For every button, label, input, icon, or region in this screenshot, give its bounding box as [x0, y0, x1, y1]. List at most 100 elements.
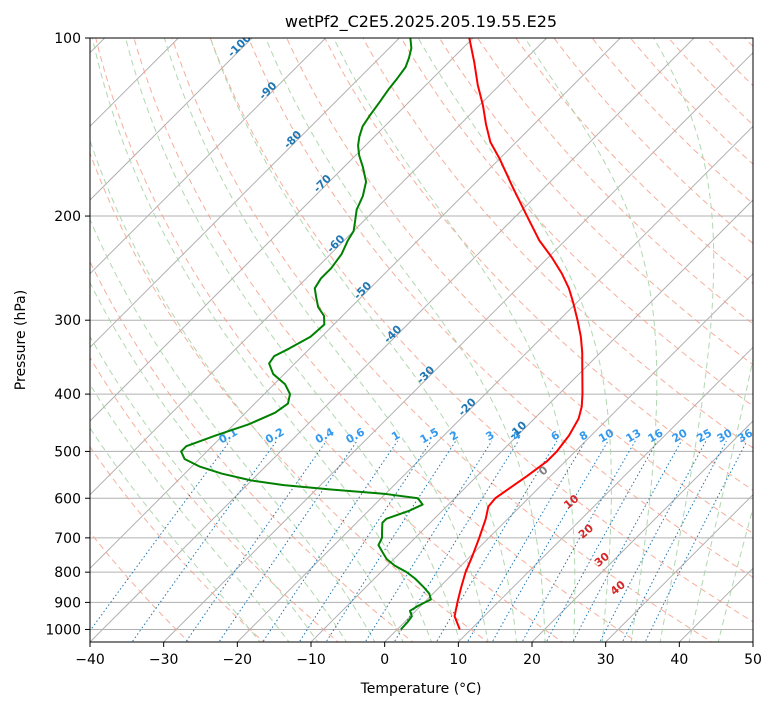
mixing-ratio-label: 8 — [577, 428, 590, 443]
x-tick-label: 40 — [670, 652, 688, 668]
dry-adiabat-line — [744, 38, 753, 48]
mixing-ratio-line — [131, 440, 278, 642]
mixing-ratio-label: 16 — [646, 426, 666, 445]
dry-adiabat-line — [362, 38, 753, 449]
isotherm-line — [90, 38, 548, 496]
dewpoint-profile-line — [180, 38, 432, 631]
y-tick-label: 200 — [54, 209, 81, 225]
mixing-ratio-label: 1.5 — [418, 425, 441, 446]
mixing-ratio-line — [364, 440, 493, 642]
y-axis-label: Pressure (hPa) — [13, 290, 29, 390]
isotherm-line — [457, 346, 753, 642]
mixing-ratio-line — [262, 440, 398, 642]
moist-adiabat-line — [688, 357, 753, 642]
dry-adiabat-label: -50 — [351, 279, 374, 302]
x-axis-ticks: −40 −30 −20 −10 0 10 20 30 40 50 — [75, 642, 762, 668]
dry-adiabat-label: -40 — [381, 322, 404, 345]
isotherm-line — [236, 125, 753, 642]
mixing-ratio-line — [572, 440, 682, 642]
isotherm-line — [90, 38, 401, 349]
isotherm-line — [90, 38, 327, 275]
dry-adiabat-line — [90, 260, 414, 642]
mixing-ratio-line — [185, 440, 327, 642]
mixing-ratio-label: 2 — [448, 428, 461, 443]
moist-adiabat-line — [163, 38, 489, 642]
mixing-ratio-label: 10 — [596, 426, 616, 445]
dry-adiabat-line — [247, 38, 753, 578]
mixing-ratio-label: 13 — [624, 426, 644, 445]
moist-adiabat-line — [524, 38, 658, 642]
moist-adiabat-line — [90, 138, 404, 642]
dry-adiabat-line — [706, 38, 753, 87]
mixing-ratio-line — [466, 440, 586, 642]
moist-adiabat-line — [90, 383, 290, 642]
profile-lines — [180, 38, 584, 631]
moist-adiabat-line — [717, 506, 753, 642]
x-tick-label: −30 — [149, 652, 179, 668]
mixing-ratio-label: 3 — [484, 428, 497, 443]
mixing-ratio-label: 20 — [670, 426, 690, 445]
isotherm-line — [678, 567, 753, 642]
background-labels: 0.1 0.2 0.4 0.6 1 1.5 2 3 4 6 8 10 13 16 20 25 30 36-100-… — [216, 31, 755, 598]
dry-adiabat-line — [90, 151, 489, 642]
dry-adiabat-line — [209, 38, 753, 623]
dry-adiabat-line — [438, 38, 753, 366]
moist-adiabat-label: 10 — [561, 492, 581, 512]
x-tick-label: −10 — [296, 652, 326, 668]
moist-adiabat-label: 0 — [536, 463, 550, 478]
isotherm-line — [90, 38, 622, 570]
moist-adiabat-line — [653, 38, 715, 642]
background-lines — [90, 38, 753, 642]
moist-adiabat-line — [90, 335, 319, 642]
moist-adiabat-line — [90, 281, 347, 642]
moist-adiabat-line — [333, 38, 576, 642]
moist-adiabat-line — [91, 38, 432, 642]
isotherm-line — [310, 199, 753, 642]
mixing-ratio-label: 36 — [735, 426, 755, 445]
y-tick-label: 100 — [54, 31, 81, 47]
mixing-ratio-label: 6 — [549, 428, 562, 443]
moist-adiabat-line — [417, 38, 612, 642]
moist-adiabat-label: 40 — [608, 578, 628, 598]
mixing-ratio-line — [435, 440, 558, 642]
dry-adiabat-line — [171, 38, 713, 642]
dry-adiabat-line — [90, 445, 265, 642]
moist-adiabat-line — [90, 427, 261, 642]
mixing-ratio-line — [599, 440, 707, 642]
x-tick-label: 10 — [449, 652, 467, 668]
y-tick-label: 1000 — [45, 622, 81, 638]
dry-adiabat-line — [286, 38, 753, 534]
mixing-ratio-line — [393, 440, 519, 642]
isotherm-line — [531, 420, 753, 642]
dry-adiabat-label: -80 — [281, 128, 304, 151]
mixing-ratio-label: 0.4 — [313, 425, 337, 446]
x-tick-label: −20 — [223, 652, 253, 668]
x-tick-label: −40 — [75, 652, 105, 668]
dry-adiabat-line — [324, 38, 753, 491]
mixing-ratio-line — [491, 440, 609, 642]
dry-adiabat-line — [515, 38, 753, 285]
dry-adiabat-label: -100 — [225, 31, 254, 60]
moist-adiabat-line — [125, 38, 461, 642]
y-tick-label: 700 — [54, 531, 81, 547]
y-tick-label: 800 — [54, 565, 81, 581]
isotherm-line — [162, 51, 753, 642]
moist-adiabat-line — [265, 38, 546, 642]
x-axis-label: Temperature (°C) — [360, 681, 482, 697]
isotherm-line — [604, 493, 753, 642]
mixing-ratio-label: 0.6 — [344, 425, 368, 446]
y-axis-ticks: 100 200 300 400 500 600 700 800 900 1000 — [45, 31, 90, 638]
mixing-ratio-line — [545, 440, 658, 642]
isotherm-line — [90, 38, 474, 422]
dry-adiabat-line — [553, 38, 753, 245]
mixing-ratio-line — [298, 440, 432, 642]
x-tick-label: 50 — [744, 652, 762, 668]
dry-adiabat-label: -70 — [311, 172, 334, 195]
isotherm-line — [90, 38, 253, 201]
dry-adiabat-label: -30 — [414, 363, 437, 386]
x-tick-label: 30 — [597, 652, 615, 668]
y-tick-label: 600 — [54, 491, 81, 507]
x-tick-label: 0 — [380, 652, 389, 668]
plot-frame — [89, 37, 754, 643]
